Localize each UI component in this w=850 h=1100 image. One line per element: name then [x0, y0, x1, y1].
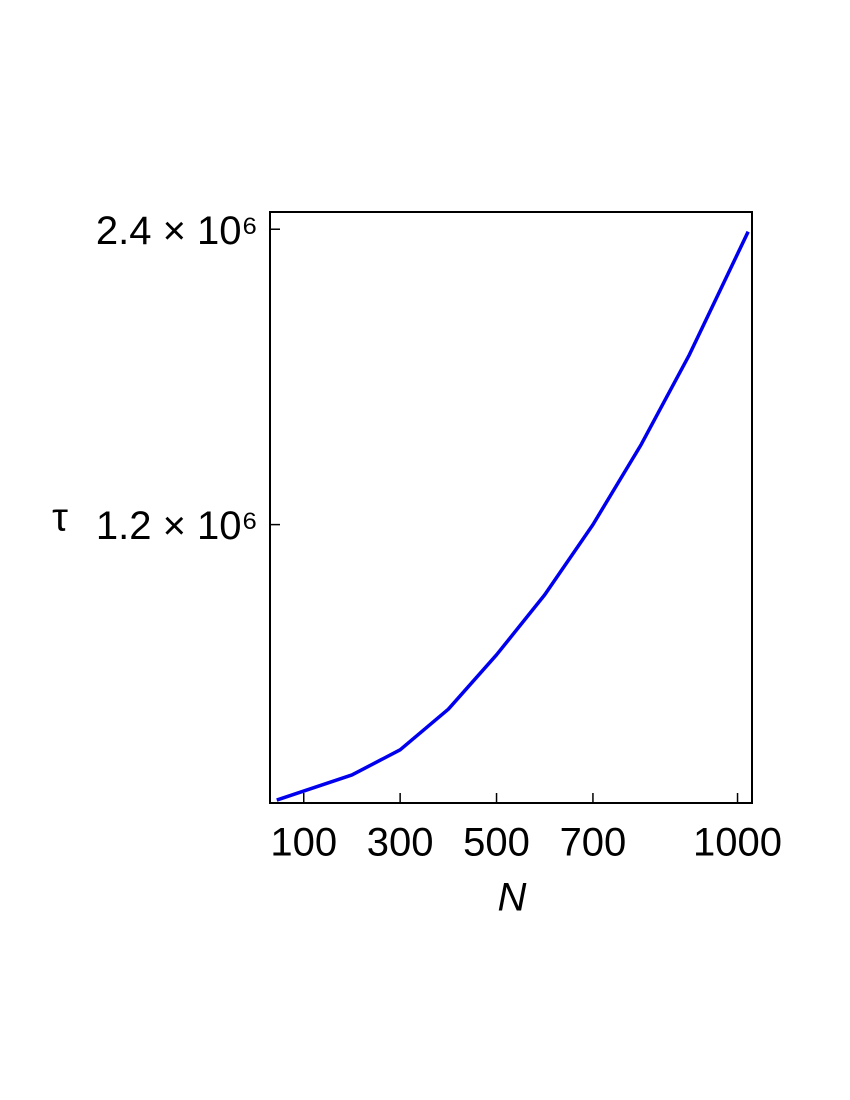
x-axis-label: N — [498, 876, 527, 920]
x-tick-label: 1000 — [693, 821, 782, 865]
x-tick-label: 100 — [270, 821, 337, 865]
line-series — [276, 230, 750, 802]
x-tick-label: 500 — [463, 821, 530, 865]
x-tick-label: 700 — [560, 821, 627, 865]
y-axis-label: τ — [52, 496, 68, 540]
y-tick-label: 2.4 × 10⁶ — [96, 209, 258, 253]
y-tick-label: 1.2 × 10⁶ — [96, 504, 258, 548]
plot-frame — [269, 211, 753, 804]
x-tick-label: 300 — [367, 821, 434, 865]
